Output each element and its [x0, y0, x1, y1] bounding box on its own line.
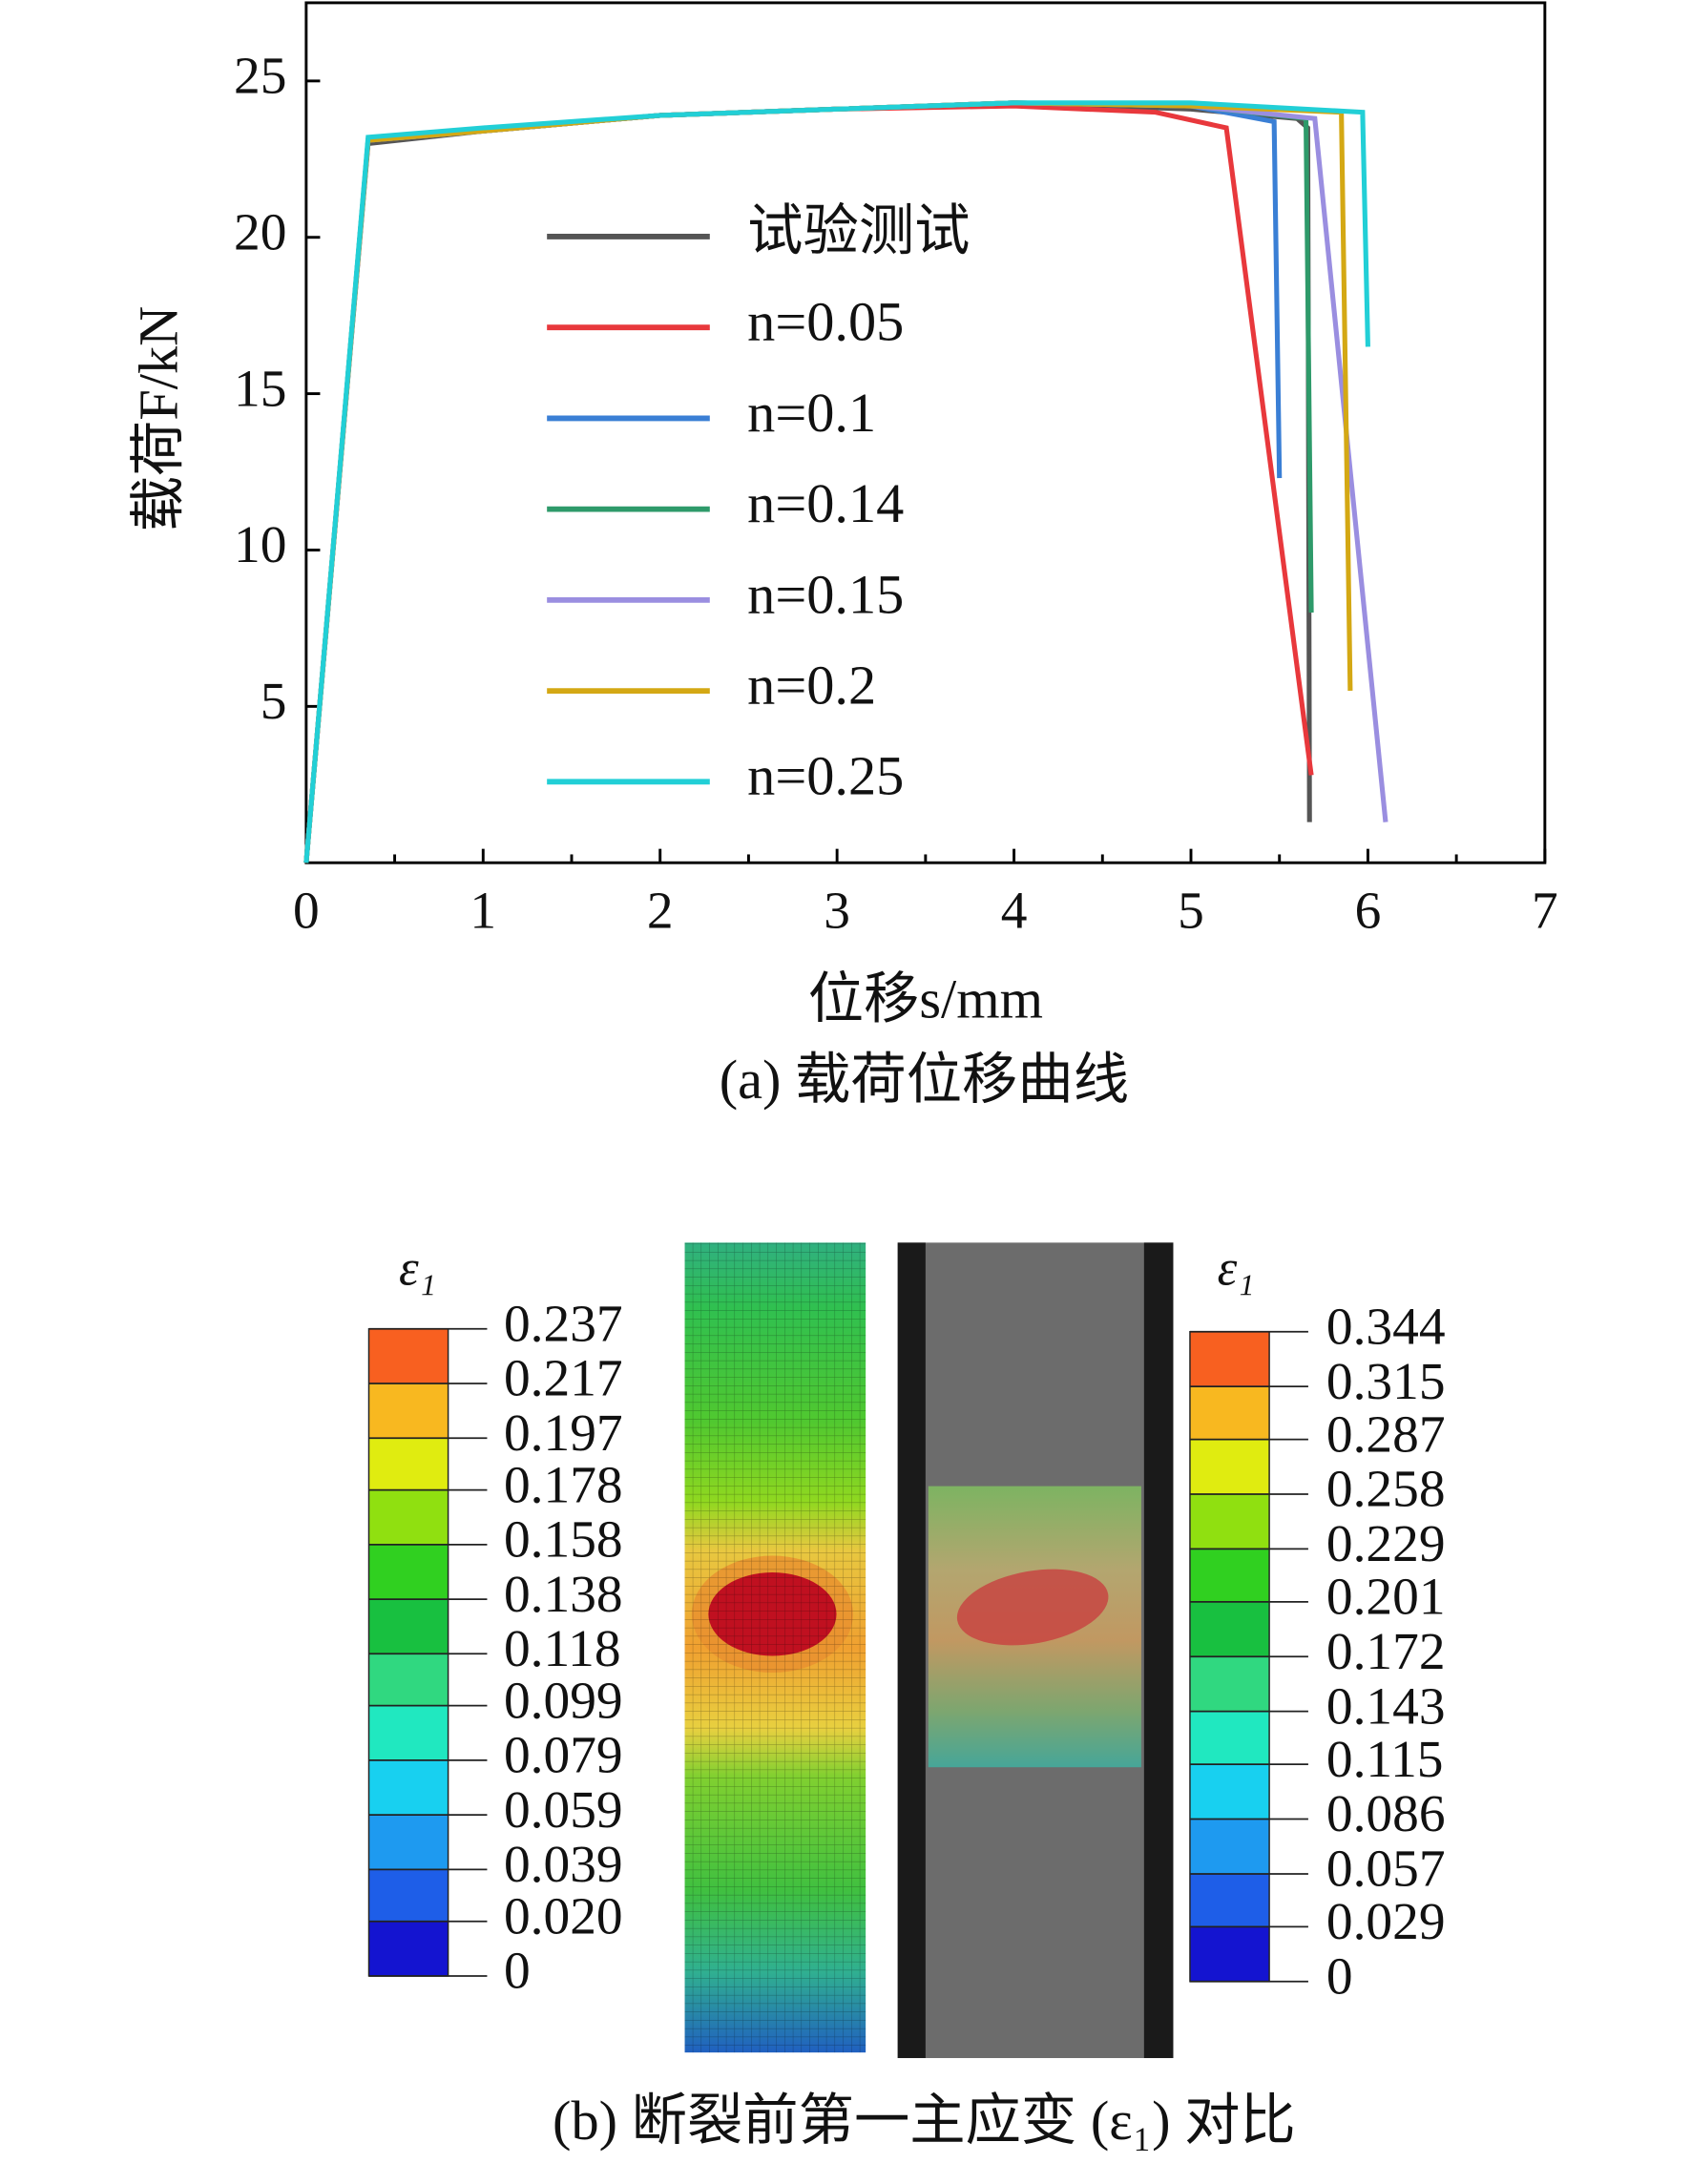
colorbar-tick-label: 0.237	[504, 1295, 623, 1353]
colorbar-tick-label: 0.118	[504, 1619, 621, 1677]
colorbar-band	[1189, 1764, 1270, 1820]
y-tick-label: 15	[234, 359, 286, 417]
colorbar-band	[1189, 1873, 1270, 1927]
y-tick-label: 5	[261, 672, 287, 730]
colorbar-band	[368, 1328, 449, 1384]
colorbar-tick-label: 0.344	[1326, 1297, 1446, 1355]
colorbar-tick-label: 0.217	[504, 1349, 623, 1407]
colorbar-tick-label: 0.039	[504, 1835, 623, 1893]
legend-label: n=0.1	[747, 382, 876, 444]
x-tick-label: 3	[824, 881, 850, 939]
colorbar-tick-label: 0.086	[1326, 1784, 1446, 1842]
colorbar-band	[368, 1438, 449, 1490]
colorbar-tick-label: 0.178	[504, 1455, 623, 1513]
x-tick-label: 6	[1355, 881, 1382, 939]
colorbar-tick-label: 0.315	[1326, 1352, 1446, 1410]
colorbar-tick-label: 0.029	[1326, 1892, 1446, 1950]
colorbar-tick-label: 0.143	[1326, 1676, 1446, 1735]
caption: (b) 断裂前第一主应变 (ε₁) 对比	[553, 2090, 1296, 2152]
x-tick-label: 5	[1178, 881, 1204, 939]
fe-specimen	[684, 1242, 866, 2053]
colorbar-band	[1189, 1386, 1270, 1440]
colorbar-tick-label: 0	[1326, 1947, 1353, 2006]
colorbar-band	[368, 1869, 449, 1922]
colorbar-title: ε₁	[399, 1241, 436, 1297]
dic-specimen	[897, 1242, 1174, 2059]
colorbar-tick-label: 0	[504, 1942, 531, 2000]
colorbar-band	[368, 1759, 449, 1816]
y-tick-label: 20	[234, 202, 286, 260]
x-tick-label: 1	[470, 881, 496, 939]
colorbar-band	[1189, 1549, 1270, 1602]
colorbar-band	[1189, 1656, 1270, 1712]
colorbar-band	[368, 1383, 449, 1439]
colorbar-tick-label: 0.229	[1326, 1514, 1446, 1572]
colorbar-tick-label: 0.079	[504, 1726, 623, 1784]
colorbar-band	[368, 1599, 449, 1654]
x-tick-label: 0	[293, 881, 320, 939]
x-axis-label: 位移s/mm	[808, 967, 1043, 1030]
legend-label: 试验测试	[747, 199, 970, 261]
legend-label: n=0.15	[747, 563, 904, 625]
colorbar-band	[368, 1815, 449, 1870]
colorbar-band	[1189, 1331, 1270, 1387]
colorbar-tick-label: 0.287	[1326, 1404, 1446, 1463]
series-line	[303, 100, 1370, 863]
legend-label: n=0.14	[747, 472, 904, 534]
colorbar-tick-label: 0.138	[504, 1565, 623, 1623]
x-tick-label: 2	[647, 881, 674, 939]
colorbar-tick-label: 0.201	[1326, 1568, 1446, 1626]
colorbar-band	[1189, 1601, 1270, 1657]
colorbar-band	[1189, 1819, 1270, 1874]
x-tick-label: 7	[1532, 881, 1558, 939]
colorbar-band	[368, 1654, 449, 1706]
colorbar-tick-label: 0.258	[1326, 1460, 1446, 1518]
colorbar-tick-label: 0.020	[504, 1886, 623, 1945]
colorbar-tick-label: 0.158	[504, 1510, 623, 1569]
colorbar-tick-label: 0.172	[1326, 1622, 1446, 1680]
colorbar-band	[368, 1489, 449, 1545]
legend-label: n=0.25	[747, 745, 904, 807]
colorbar-band	[368, 1705, 449, 1760]
colorbar-tick-label: 0.059	[504, 1780, 623, 1839]
y-tick-label: 10	[234, 515, 286, 573]
y-tick-label: 25	[234, 47, 286, 105]
legend-label: n=0.05	[747, 291, 904, 353]
caption: (a) 载荷位移曲线	[720, 1049, 1129, 1111]
colorbar-band	[368, 1544, 449, 1600]
y-axis-label: 载荷F/kN	[127, 306, 189, 532]
colorbar-band	[1189, 1439, 1270, 1494]
colorbar-band	[1189, 1926, 1270, 1982]
colorbar-band	[368, 1921, 449, 1976]
colorbar-tick-label: 0.099	[504, 1671, 623, 1729]
x-tick-label: 4	[1001, 881, 1028, 939]
legend-label: n=0.2	[747, 654, 876, 716]
colorbar-title: ε₁	[1218, 1241, 1255, 1297]
colorbar-band	[1189, 1493, 1270, 1550]
colorbar-tick-label: 0.197	[504, 1404, 623, 1462]
colorbar-tick-label: 0.115	[1326, 1730, 1444, 1788]
colorbar-band	[1189, 1711, 1270, 1765]
colorbar-tick-label: 0.057	[1326, 1840, 1446, 1898]
